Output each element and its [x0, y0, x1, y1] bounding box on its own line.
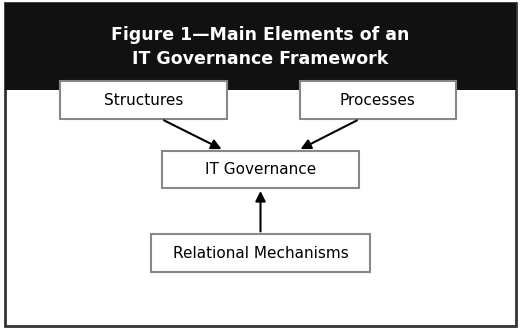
Bar [151, 234, 370, 272]
Text: Structures: Structures [104, 93, 183, 108]
Bar [60, 82, 227, 119]
Bar [300, 82, 456, 119]
Text: IT Governance: IT Governance [205, 162, 316, 177]
Text: Relational Mechanisms: Relational Mechanisms [172, 246, 349, 261]
Text: Figure 1—Main Elements of an
IT Governance Framework: Figure 1—Main Elements of an IT Governan… [111, 26, 410, 68]
Text: Processes: Processes [340, 93, 416, 108]
Bar [162, 150, 359, 188]
Bar [5, 3, 516, 90]
